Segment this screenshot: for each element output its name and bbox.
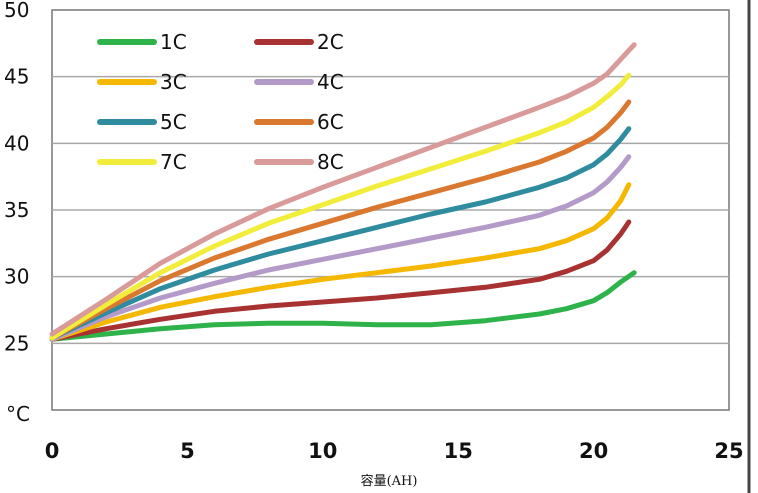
y-tick-labels: 25 30 35 40 45 50 [4,0,29,355]
legend-label: 4C [317,70,344,94]
series-line-6C [49,99,632,341]
series-line-3C [49,182,632,342]
legend: 1C 2C 3C 4C 5C 6C 7C 8C [97,30,344,174]
legend-label: 8C [317,150,344,174]
legend-label: 6C [317,110,344,134]
series-line-4C [49,154,632,342]
legend-label: 2C [317,30,344,54]
x-tick-label: 15 [444,439,473,463]
y-tick-label: 25 [4,331,29,355]
series-line-7C [49,72,632,341]
legend-label: 1C [160,30,187,54]
legend-label: 5C [160,110,187,134]
series-line-8C [49,42,637,337]
x-tick-label: 0 [45,439,60,463]
x-axis-label: 容量(AH) [361,473,418,489]
y-tick-label: 35 [4,198,29,222]
y-tick-label: 30 [4,265,29,289]
series-lines [49,42,637,342]
x-tick-labels: 0 5 10 15 20 25 [45,439,744,463]
series-line-5C [49,126,632,341]
series-line-2C [49,219,632,342]
legend-label: 3C [160,70,187,94]
x-tick-label: 10 [308,439,337,463]
x-tick-label: 20 [579,439,608,463]
series-line-1C [49,270,637,342]
legend-label: 7C [160,150,187,174]
x-tick-label: 25 [714,439,743,463]
y-unit-label: °C [6,402,30,426]
y-tick-label: 50 [4,0,29,22]
y-tick-label: 45 [4,65,29,89]
x-tick-label: 5 [180,439,195,463]
y-tick-label: 40 [4,131,29,155]
